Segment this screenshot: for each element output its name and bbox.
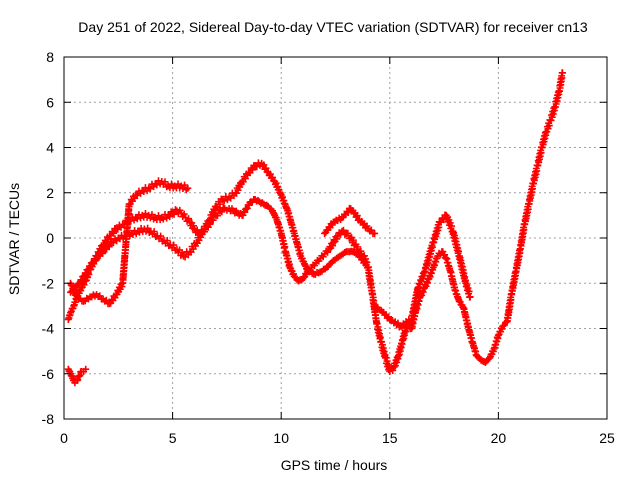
- data-point: [269, 173, 277, 181]
- data-point: [92, 256, 100, 264]
- x-tick-label: 10: [273, 430, 289, 446]
- data-point: [185, 215, 193, 223]
- data-point: [150, 228, 158, 236]
- y-tick-label: -2: [42, 275, 55, 291]
- data-point: [105, 243, 113, 251]
- data-point: [86, 263, 94, 271]
- data-point: [163, 237, 171, 245]
- data-points: [64, 69, 566, 387]
- data-point: [262, 164, 270, 172]
- data-point: [129, 230, 137, 238]
- data-point: [371, 229, 379, 237]
- data-point: [290, 272, 298, 280]
- axis-ticks: 0 5 10 15 20 25 -8 -6 -4 -2 0 2 4 6 8: [42, 49, 615, 446]
- x-tick-label: 0: [60, 430, 68, 446]
- y-tick-label: 2: [46, 185, 54, 201]
- y-tick-label: -6: [42, 366, 55, 382]
- x-axis-label: GPS time / hours: [281, 457, 388, 473]
- x-tick-label: 25: [599, 430, 615, 446]
- data-point: [164, 211, 172, 219]
- data-point: [558, 69, 566, 77]
- data-point: [159, 215, 167, 223]
- data-point: [178, 249, 186, 257]
- data-point: [354, 243, 362, 251]
- data-point: [389, 366, 397, 374]
- data-point: [333, 235, 341, 243]
- x-tick-label: 15: [382, 430, 398, 446]
- data-point: [135, 228, 143, 236]
- data-point: [499, 322, 507, 330]
- data-point: [315, 269, 323, 277]
- data-point: [353, 212, 361, 220]
- data-point: [110, 229, 118, 237]
- y-tick-label: 4: [46, 140, 54, 156]
- data-point: [349, 236, 357, 244]
- data-point: [99, 249, 107, 257]
- x-tick-label: 20: [491, 430, 507, 446]
- data-point: [80, 281, 88, 289]
- data-point: [362, 261, 370, 269]
- data-point: [213, 212, 221, 220]
- data-point: [133, 215, 141, 223]
- y-tick-label: -8: [42, 411, 55, 427]
- data-point: [145, 229, 153, 237]
- data-point: [140, 187, 148, 195]
- data-point: [466, 293, 474, 301]
- data-point: [189, 222, 197, 230]
- chart-title: Day 251 of 2022, Sidereal Day-to-day VTE…: [78, 19, 588, 35]
- y-tick-label: 6: [46, 94, 54, 110]
- data-point: [67, 309, 75, 317]
- data-point: [78, 276, 86, 284]
- data-point: [153, 181, 161, 189]
- data-point: [82, 269, 90, 277]
- y-tick-label: 8: [46, 49, 54, 65]
- y-tick-label: 0: [46, 230, 54, 246]
- data-point: [180, 210, 188, 218]
- data-point: [182, 186, 190, 194]
- y-axis-label: SDTVAR / TECUs: [6, 183, 22, 295]
- data-point: [220, 197, 228, 205]
- data-point: [170, 241, 178, 249]
- data-point: [82, 365, 90, 373]
- data-point: [216, 200, 224, 208]
- data-point: [253, 163, 261, 171]
- y-tick-label: -4: [42, 321, 55, 337]
- data-point: [157, 232, 165, 240]
- x-tick-label: 5: [169, 430, 177, 446]
- data-point: [184, 184, 192, 192]
- data-point: [219, 204, 227, 212]
- data-point: [249, 166, 257, 174]
- data-point: [118, 283, 126, 291]
- data-point: [161, 178, 169, 186]
- data-point: [344, 208, 352, 216]
- data-point: [344, 229, 352, 237]
